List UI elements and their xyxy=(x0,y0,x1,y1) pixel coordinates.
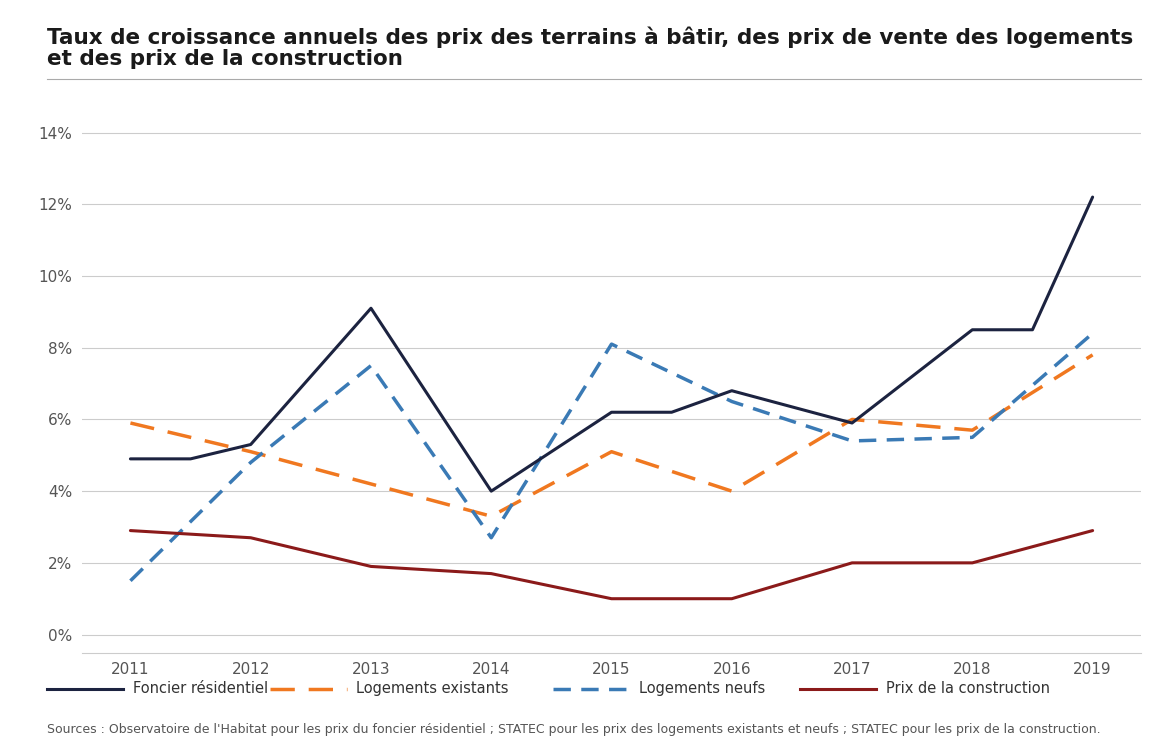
Text: et des prix de la construction: et des prix de la construction xyxy=(47,49,403,69)
Text: Taux de croissance annuels des prix des terrains à bâtir, des prix de vente des : Taux de croissance annuels des prix des … xyxy=(47,26,1134,48)
Text: Logements neufs: Logements neufs xyxy=(639,681,764,696)
Text: Foncier résidentiel: Foncier résidentiel xyxy=(133,681,268,696)
Text: Logements existants: Logements existants xyxy=(356,681,509,696)
Text: Sources : Observatoire de l'Habitat pour les prix du foncier résidentiel ; STATE: Sources : Observatoire de l'Habitat pour… xyxy=(47,724,1101,736)
Text: Prix de la construction: Prix de la construction xyxy=(886,681,1049,696)
